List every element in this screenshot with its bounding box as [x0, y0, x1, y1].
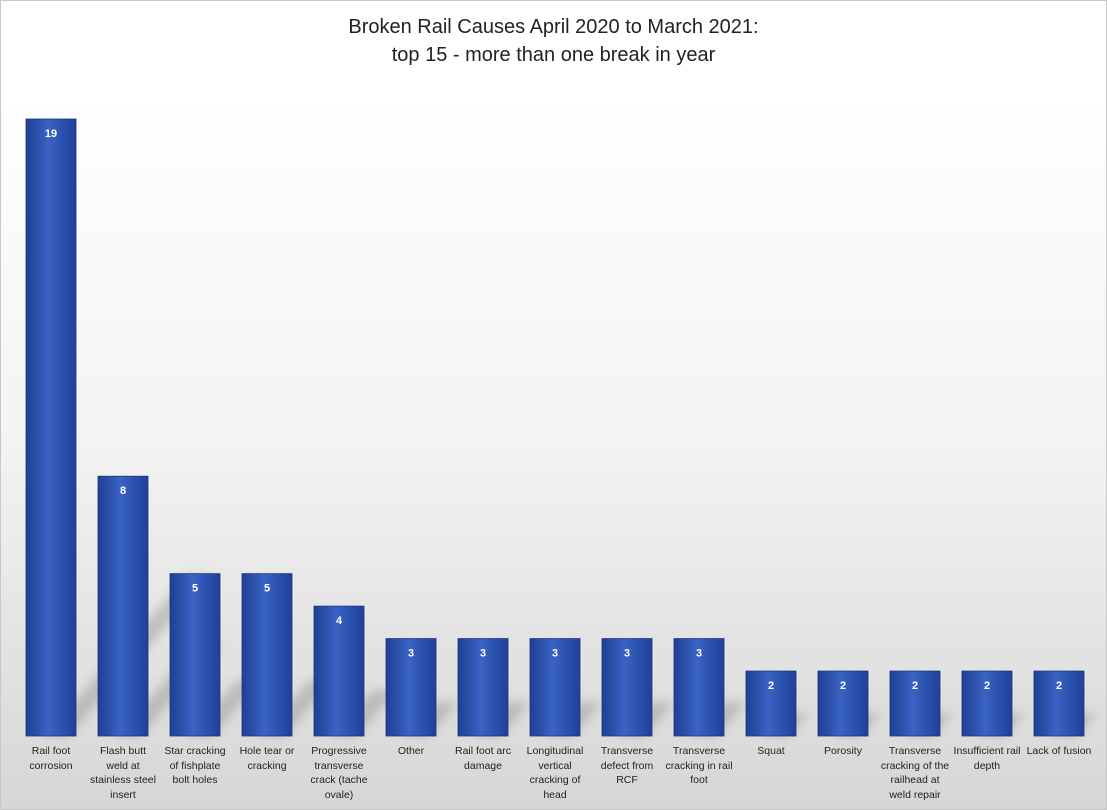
bar: [169, 573, 221, 737]
category-label: Transverse cracking in rail foot: [665, 745, 733, 786]
category-label: Transverse cracking of the railhead at w…: [880, 745, 950, 801]
chart-title-line-1: Broken Rail Causes April 2020 to March 2…: [348, 16, 759, 38]
category-label: Other: [397, 745, 425, 757]
bar: [313, 605, 365, 737]
category-label: Progressive transverse crack (tache oval…: [310, 745, 368, 801]
chart-title-line-2: top 15 - more than one break in year: [391, 44, 716, 66]
bar: [817, 670, 869, 737]
bar: [25, 118, 77, 737]
value-label: 2: [840, 680, 846, 692]
value-labels: 19 8 5 5 4 3 3 3 3 3 2 2 2 2 2: [45, 128, 1062, 692]
category-label: Lack of fusion: [1026, 745, 1092, 757]
category-label: Porosity: [824, 745, 862, 757]
value-label: 5: [264, 583, 270, 595]
category-label: Squat: [757, 745, 785, 757]
value-label: 5: [192, 583, 198, 595]
value-label: 4: [336, 615, 343, 627]
category-label: Transverse defect from RCF: [600, 745, 654, 786]
bar: [961, 670, 1013, 737]
bar: [97, 475, 149, 737]
value-label: 3: [696, 648, 702, 660]
bar: [601, 638, 653, 737]
chart-title: Broken Rail Causes April 2020 to March 2…: [1, 13, 1106, 69]
value-label: 2: [1056, 680, 1062, 692]
value-label: 8: [120, 485, 126, 497]
category-label: Hole tear or cracking: [239, 745, 295, 772]
bar: [745, 670, 797, 737]
bar: [529, 638, 581, 737]
value-label: 3: [480, 648, 486, 660]
category-label: Longitudinal vertical cracking of head: [526, 745, 584, 801]
value-label: 3: [624, 648, 630, 660]
value-label: 2: [984, 680, 990, 692]
bar: [1033, 670, 1085, 737]
bar: [673, 638, 725, 737]
category-label: Flash butt weld at stainless steel inser…: [90, 745, 156, 801]
value-label: 19: [45, 128, 57, 140]
bar: [241, 573, 293, 737]
category-label: Star cracking of fishplate bolt holes: [164, 745, 226, 786]
value-label: 2: [768, 680, 774, 692]
category-label: Insufficient rail depth: [953, 745, 1021, 772]
bar: [385, 638, 437, 737]
value-label: 3: [552, 648, 558, 660]
bar: [457, 638, 509, 737]
value-label: 3: [408, 648, 414, 660]
bar: [889, 670, 941, 737]
category-label: Rail foot corrosion: [29, 745, 73, 772]
bars: [25, 118, 1085, 737]
value-label: 2: [912, 680, 918, 692]
category-label: Rail foot arc damage: [454, 745, 512, 772]
